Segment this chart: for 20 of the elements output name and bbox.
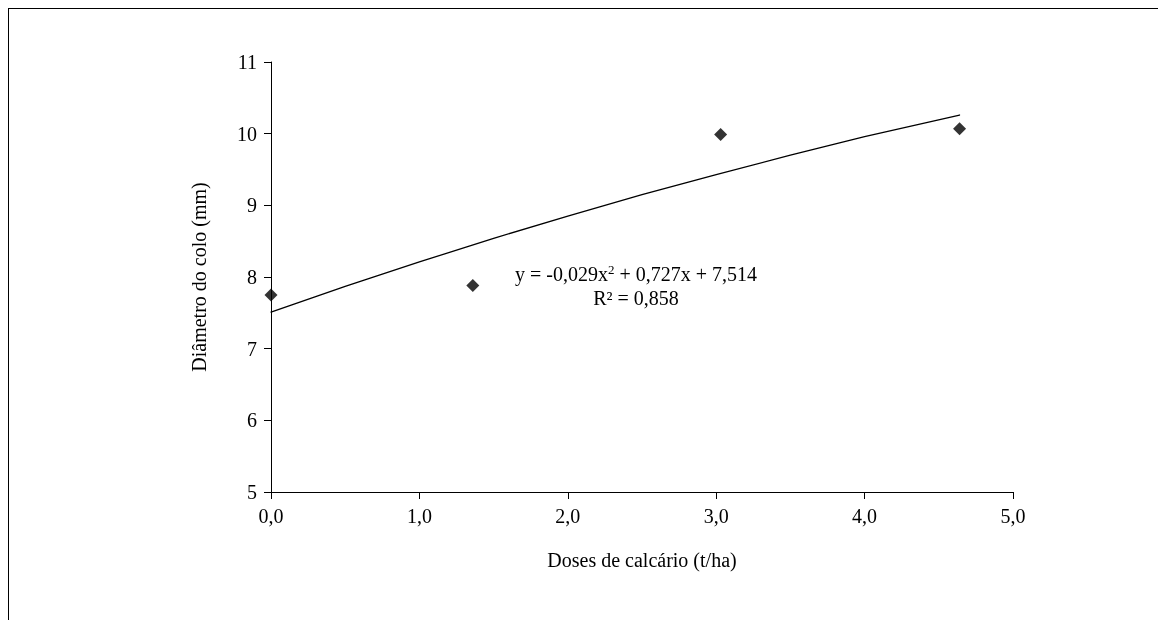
y-tick-label: 10 [237,122,257,145]
point [953,122,967,136]
x-tick-label: 0,0 [258,505,284,527]
point [714,127,728,141]
y-tick-label: 5 [247,481,257,503]
y-axis-title: Diâmetro do colo (mm) [188,182,211,372]
y-tick-label: 9 [247,194,257,217]
x-tick-label: 2,0 [555,505,581,527]
x-tick-label: 3,0 [703,505,729,527]
y-tick-label: 11 [237,51,257,73]
point [466,279,480,293]
annotation: R² = 0,858 [593,287,679,309]
y-tick-label: 7 [247,337,257,360]
y-tick-label: 6 [247,409,257,432]
x-axis-title: Doses de calcário (t/ha) [547,549,737,572]
x-tick-label: 1,0 [406,505,432,527]
x-tick-label: 5,0 [1000,505,1026,527]
x-tick-label: 4,0 [852,505,878,527]
point [264,288,278,302]
y-tick-label: 8 [247,266,257,288]
